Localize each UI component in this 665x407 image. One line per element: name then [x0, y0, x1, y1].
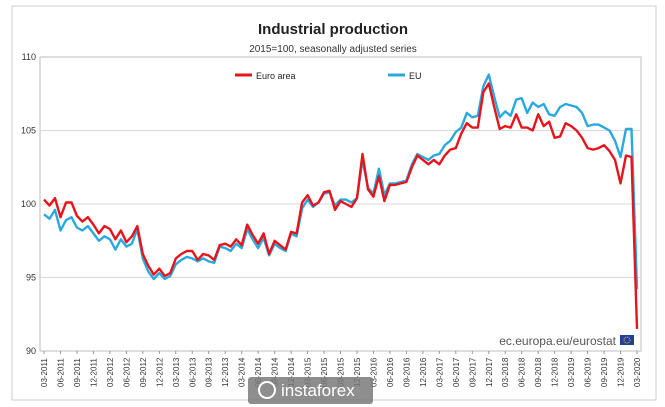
x-tick-label: 09-2015 — [337, 357, 346, 387]
x-tick-label: 12-2018 — [551, 357, 560, 387]
legend: Euro area EU — [235, 71, 422, 81]
x-tick-label: 03-2011 — [40, 358, 49, 387]
x-tick-label: 09-2012 — [139, 357, 148, 387]
x-tick-label: 09-2018 — [534, 357, 543, 387]
x-tick-label: 09-2017 — [468, 357, 477, 387]
gridlines — [40, 130, 641, 278]
x-tick-label: 12-2016 — [419, 357, 428, 387]
x-tick-label: 09-2013 — [205, 357, 214, 387]
x-tick-label: 12-2019 — [617, 357, 626, 387]
x-tick-label: 03-2020 — [633, 357, 642, 387]
x-tick-label: 03-2019 — [567, 357, 576, 387]
x-tick-label: 03-2014 — [238, 357, 247, 387]
x-tick-label: 12-2012 — [155, 357, 164, 387]
x-tick-label: 09-2014 — [271, 357, 280, 387]
x-tick-label: 12-2015 — [353, 357, 362, 387]
x-tick-label: 12-2013 — [221, 357, 230, 387]
y-tick-label: 90 — [26, 346, 36, 356]
watermark-background — [248, 377, 373, 404]
x-tick-label: 03-2017 — [435, 357, 444, 387]
series-lines — [43, 73, 639, 329]
x-tick-label: 03-2012 — [106, 357, 115, 387]
x-tick-label: 03-2013 — [172, 357, 181, 387]
x-tick-label: 03-2018 — [501, 357, 510, 387]
x-tick-label: 06-2015 — [320, 357, 329, 387]
instaforex-logo-icon — [258, 381, 276, 399]
x-tick-label: 06-2019 — [584, 357, 593, 387]
legend-label-euro-area: Euro area — [256, 71, 296, 81]
watermark-text: instaforex — [281, 381, 355, 400]
x-tick-label: 09-2011 — [73, 358, 82, 387]
series-line-eu — [43, 73, 639, 290]
x-tick-label: 03-2015 — [304, 357, 313, 387]
x-tick-label: 06-2011 — [56, 358, 65, 387]
eu-flag-icon — [620, 335, 634, 345]
x-tick-label: 09-2016 — [402, 357, 411, 387]
x-axis-ticks: 03-2011 06-2011 09-2011 12-2011 03-2012 06-20… — [40, 351, 642, 387]
x-tick-label: 06-2014 — [254, 357, 263, 387]
x-tick-label: 09-2019 — [600, 357, 609, 387]
y-tick-label: 95 — [26, 273, 36, 283]
x-tick-label: 12-2014 — [287, 357, 296, 387]
chart-title: Industrial production — [258, 21, 408, 38]
y-tick-label: 100 — [21, 199, 36, 209]
x-tick-label: 06-2017 — [452, 357, 461, 387]
source-annotation: ec.europa.eu/eurostat — [499, 334, 616, 348]
series-line-euro-area — [43, 82, 639, 329]
x-tick-label: 06-2012 — [122, 357, 131, 387]
x-tick-label: 03-2016 — [369, 357, 378, 387]
y-axis-ticks: 90 95 100 105 110 — [21, 52, 36, 356]
x-tick-label: 06-2013 — [188, 357, 197, 387]
x-tick-label: 12-2011 — [89, 358, 98, 387]
legend-label-eu: EU — [409, 71, 422, 81]
instaforex-watermark: instaforex — [248, 377, 373, 404]
y-tick-label: 105 — [21, 126, 36, 136]
x-tick-label: 06-2018 — [518, 357, 527, 387]
x-tick-label: 06-2016 — [386, 357, 395, 387]
chart-subtitle: 2015=100, seasonally adjusted series — [249, 44, 417, 55]
x-tick-label: 12-2017 — [485, 357, 494, 387]
y-tick-label: 110 — [22, 52, 36, 62]
